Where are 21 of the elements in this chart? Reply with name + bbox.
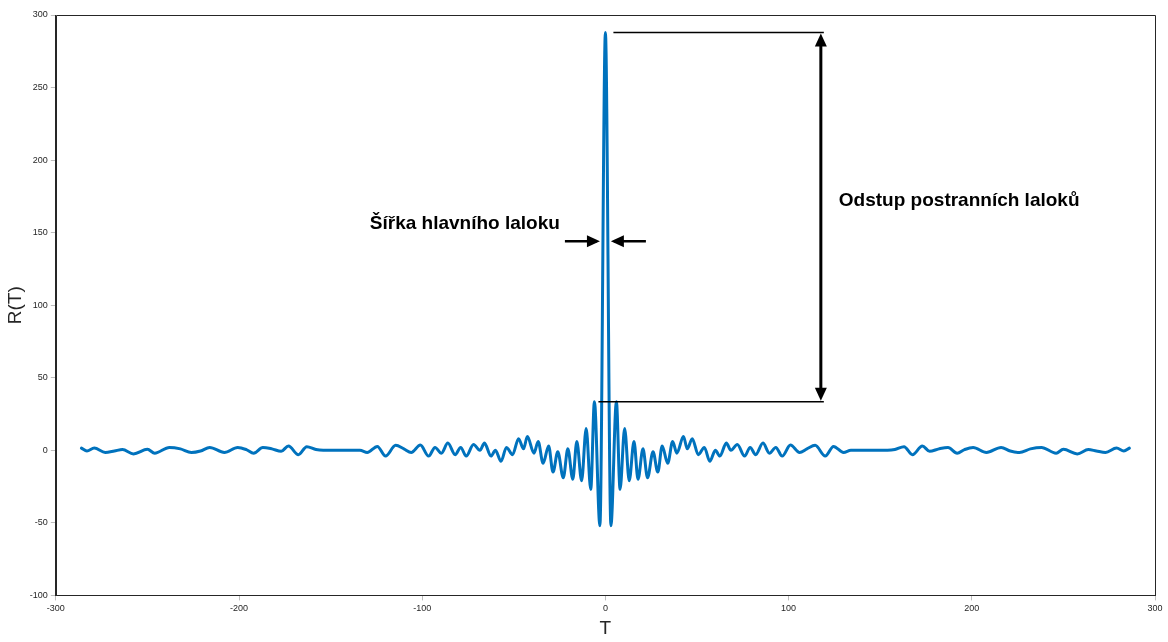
y-tick-label: 100 — [32, 299, 48, 310]
y-axis-title: R(T) — [3, 286, 25, 325]
y-tick-label: 0 — [42, 444, 48, 455]
y-tick-label: -50 — [34, 517, 48, 528]
y-tick-label: 300 — [32, 9, 48, 20]
y-tick-label: 200 — [32, 154, 48, 165]
y-tick-label: 50 — [37, 372, 48, 383]
line-series — [79, 30, 1131, 528]
x-tick-label: 200 — [964, 603, 980, 614]
y-tick-label: -100 — [29, 589, 48, 600]
y-tick-label: 250 — [32, 82, 48, 93]
annotation: Šířka hlavního laloku — [369, 212, 560, 234]
annotation: Odstup postranních laloků — [838, 188, 1080, 210]
x-tick-label: -200 — [230, 603, 249, 614]
x-tick-label: 0 — [602, 603, 608, 614]
x-tick-label: 300 — [1147, 603, 1163, 614]
x-tick-label: -300 — [46, 603, 65, 614]
x-tick-label: 100 — [781, 603, 797, 614]
x-tick-label: -100 — [413, 603, 432, 614]
x-axis-title: T — [599, 616, 612, 638]
y-tick-label: 150 — [32, 227, 48, 238]
